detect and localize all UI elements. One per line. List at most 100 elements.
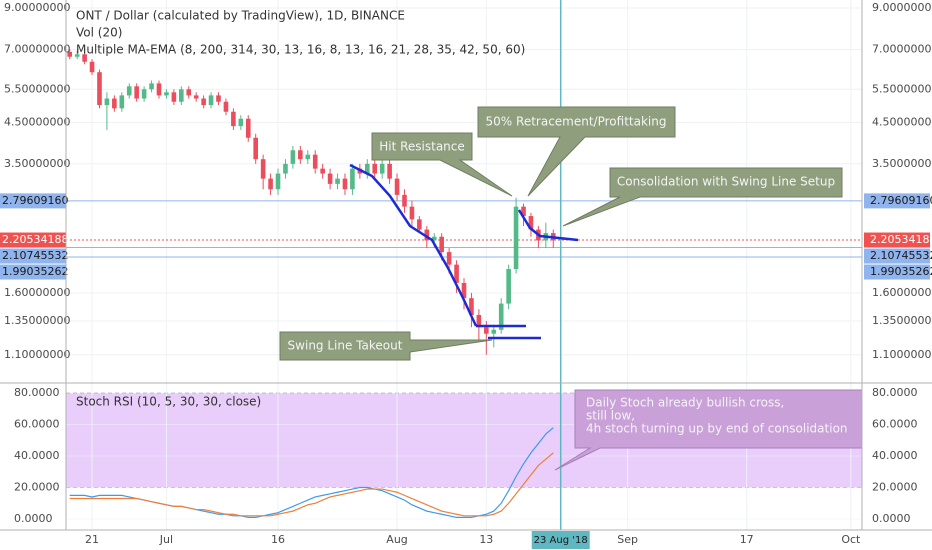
candle-body (208, 95, 214, 106)
candle-body (305, 154, 311, 160)
candle-body (521, 206, 526, 217)
callout (562, 167, 843, 227)
candle-body (253, 137, 259, 160)
price-label: 2.20534188 (2, 233, 68, 246)
x-tick-label: 13 (479, 533, 493, 546)
candle-body (364, 163, 370, 174)
price-label: 1.99035262 (870, 265, 932, 278)
price-label-box (864, 264, 930, 280)
candle-body (186, 89, 192, 96)
x-tick-label: Jul (159, 533, 173, 546)
candle-body (89, 61, 95, 73)
price-label-box (864, 193, 930, 209)
y-tick-label: 0.0000 (14, 512, 53, 525)
candle-body (402, 194, 407, 207)
candle-body (424, 229, 430, 241)
candle-body (245, 118, 251, 138)
candle-body (513, 206, 519, 270)
candle-body (141, 89, 147, 99)
swing-line (517, 209, 579, 242)
candle-body (394, 178, 400, 195)
candle-body (469, 298, 474, 315)
candle-body (74, 54, 80, 57)
candle-body (126, 86, 132, 96)
trend-lines (349, 163, 579, 340)
candle-body (342, 178, 348, 190)
callout-text: Hit Resistance (379, 140, 465, 154)
price-label: 2.79609160 (870, 194, 932, 207)
candle-body (223, 101, 229, 112)
candle-body (67, 51, 73, 57)
y-tick-label: 1.35000000 (4, 314, 70, 327)
price-label-box (0, 248, 66, 264)
y-tick-label: 40.0000 (872, 449, 918, 462)
candle-body (379, 163, 385, 174)
candle-body (439, 236, 444, 253)
candle-body (528, 216, 534, 230)
y-tick-label: 7.00000000 (872, 43, 932, 56)
x-tick-label: 16 (271, 533, 285, 546)
candle-body (97, 72, 102, 106)
candle-body (268, 178, 273, 190)
indicator-label: Multiple MA-EMA (8, 200, 314, 30, 13, 16… (76, 43, 525, 57)
y-tick-label: 1.35000000 (872, 314, 932, 327)
y-tick-label: 1.10000000 (4, 348, 70, 361)
y-tick-label: 1.60000000 (872, 286, 932, 299)
candle-body (417, 219, 422, 230)
price-label-box (0, 193, 66, 209)
candle-body (260, 159, 266, 179)
candle-body (216, 95, 221, 102)
price-label: 2.20534188 (870, 233, 932, 246)
y-tick-label: 3.50000000 (4, 157, 70, 170)
chart-title: ONT / Dollar (calculated by TradingView)… (76, 9, 405, 23)
candle-body (476, 314, 482, 328)
price-label-box (864, 248, 930, 264)
y-tick-label: 5.50000000 (872, 82, 932, 95)
candle-body (275, 173, 281, 190)
callout-text: Swing Line Takeout (288, 339, 403, 353)
callout-text: 50% Retracement/Profittaking (486, 115, 667, 129)
callout-text: 4h stoch turning up by end of consolidat… (586, 422, 848, 436)
callout-text: still low, (586, 409, 635, 423)
x-tick-label: 17 (740, 533, 754, 546)
candle-body (387, 163, 392, 179)
candle-body (312, 154, 318, 169)
candle-body (454, 264, 459, 283)
candle-body (119, 95, 125, 109)
candle-body (238, 118, 244, 127)
y-tick-label: 4.50000000 (4, 115, 70, 128)
candle-body (335, 178, 340, 184)
callout (371, 132, 513, 197)
y-tick-label: 3.50000000 (872, 157, 932, 170)
y-tick-label: 1.10000000 (872, 348, 932, 361)
candle-body (409, 206, 415, 220)
price-label: 1.99035262 (2, 265, 68, 278)
candle-body (298, 150, 303, 160)
callout (279, 331, 493, 361)
swing-line (349, 163, 478, 327)
candle-body (320, 168, 325, 174)
candle-body (134, 86, 139, 99)
price-label: 2.10745532 (870, 249, 932, 262)
candle-body (179, 89, 184, 102)
callout-text: Consolidation with Swing Line Setup (617, 175, 835, 189)
candle-body (231, 111, 236, 127)
y-tick-label: 20.0000 (14, 481, 60, 494)
y-tick-label: 0.0000 (872, 512, 911, 525)
indicator-label: Vol (20) (76, 26, 122, 40)
callout (477, 106, 676, 197)
candle-body (350, 168, 355, 190)
candle-body (290, 150, 296, 164)
stoch-line (69, 452, 554, 517)
candle-body (171, 92, 177, 102)
y-tick-label: 60.0000 (872, 418, 918, 431)
candle-body (461, 282, 467, 299)
indicator-label: Stoch RSI (10, 5, 30, 30, close) (76, 395, 261, 409)
y-tick-label: 9.00000000 (872, 1, 932, 14)
candle-body (498, 303, 504, 330)
x-tick-label: Aug (386, 533, 407, 546)
candle-body (491, 329, 497, 334)
axes (0, 0, 932, 531)
y-tick-label: 4.50000000 (872, 115, 932, 128)
